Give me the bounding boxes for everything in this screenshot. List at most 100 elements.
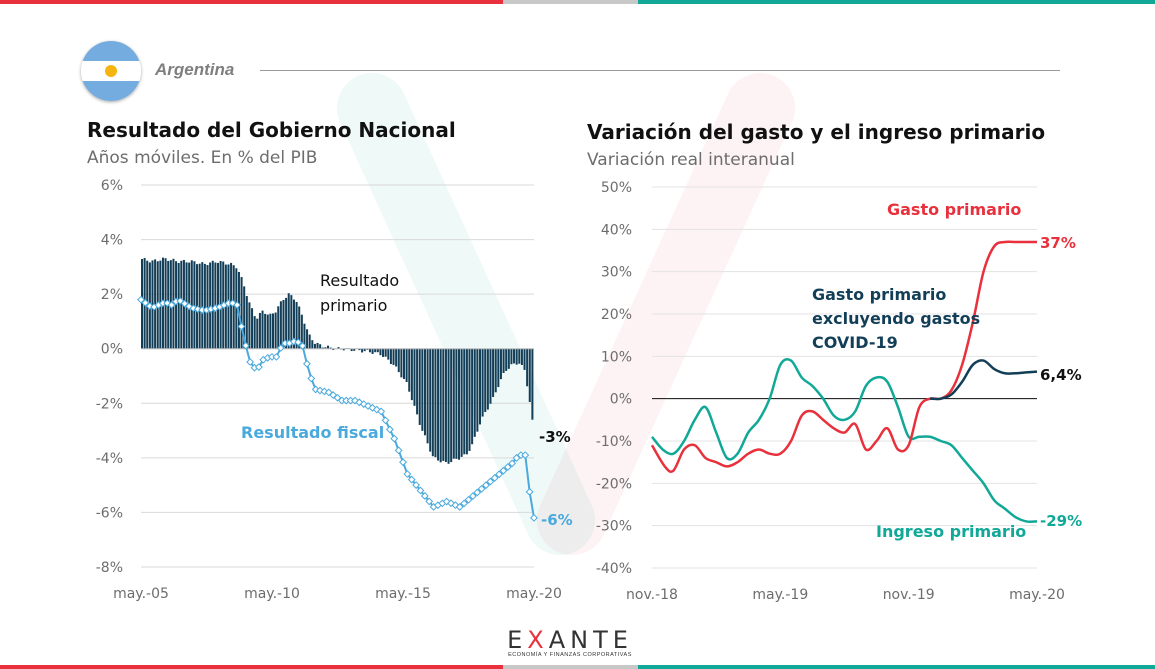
bar-primario bbox=[400, 348, 403, 378]
y-tick-label: 20% bbox=[601, 307, 632, 323]
x-tick-label: may.-10 bbox=[244, 586, 300, 602]
bar-primario bbox=[258, 312, 261, 349]
bar-primario bbox=[342, 348, 345, 351]
bar-primario bbox=[361, 348, 364, 353]
bar-primario bbox=[507, 348, 510, 369]
bar-primario bbox=[481, 348, 484, 417]
marker-resultado-fiscal bbox=[399, 458, 407, 467]
bar-primario bbox=[492, 348, 495, 397]
bar-primario bbox=[313, 343, 316, 349]
series-label-gasto-primario: Gasto primario bbox=[887, 200, 1021, 219]
bar-primario bbox=[329, 347, 332, 349]
y-tick-label: -4% bbox=[96, 451, 123, 467]
y-tick-label: 50% bbox=[601, 180, 632, 196]
bar-primario bbox=[518, 348, 521, 364]
series-label-primario-line-2: primario bbox=[320, 296, 387, 315]
x-tick-label: may.-05 bbox=[113, 586, 169, 602]
bar-primario bbox=[426, 348, 429, 444]
series-label-ingreso-primario: Ingreso primario bbox=[876, 522, 1026, 541]
bar-primario bbox=[465, 348, 468, 455]
bar-primario bbox=[251, 308, 254, 349]
bar-primario bbox=[455, 348, 458, 459]
marker-resultado-fiscal bbox=[412, 481, 421, 489]
bar-primario bbox=[274, 312, 277, 349]
marker-resultado-fiscal bbox=[512, 454, 521, 462]
y-tick-label: 30% bbox=[601, 265, 632, 281]
marker-resultado-fiscal bbox=[525, 487, 534, 496]
bar-primario bbox=[486, 348, 489, 410]
bar-primario bbox=[327, 345, 330, 349]
bar-primario bbox=[437, 348, 440, 461]
bar-primario bbox=[277, 306, 280, 349]
marker-resultado-fiscal bbox=[416, 486, 425, 495]
top-color-bar bbox=[0, 0, 1155, 4]
marker-resultado-fiscal bbox=[468, 492, 477, 501]
bar-primario bbox=[211, 260, 214, 349]
bar-primario bbox=[337, 347, 340, 349]
bar-primario bbox=[376, 348, 379, 353]
bar-primario bbox=[382, 348, 385, 357]
bar-primario bbox=[180, 260, 183, 349]
y-tick-label: -6% bbox=[96, 505, 123, 521]
bar-primario bbox=[505, 348, 508, 371]
line-ingreso-primario bbox=[651, 358, 1038, 523]
end-label-fiscal: -6% bbox=[541, 511, 573, 529]
bar-primario bbox=[421, 348, 424, 431]
top-bar-teal bbox=[638, 0, 1155, 4]
y-tick-label: 6% bbox=[101, 178, 123, 194]
bar-primario bbox=[290, 295, 293, 349]
bar-primario bbox=[308, 334, 311, 349]
bar-primario bbox=[379, 348, 382, 356]
logo-name: EXANTE bbox=[507, 626, 633, 654]
marker-resultado-fiscal bbox=[145, 302, 154, 311]
line-gasto-excl-covid bbox=[930, 359, 1038, 401]
line-gasto-primario bbox=[650, 240, 1037, 474]
y-tick-label: -10% bbox=[596, 434, 632, 450]
y-tick-label: 0% bbox=[610, 392, 632, 408]
bar-primario bbox=[408, 348, 411, 392]
marker-resultado-fiscal bbox=[167, 301, 176, 309]
bar-primario bbox=[531, 348, 534, 420]
bar-primario bbox=[350, 348, 353, 352]
bar-primario bbox=[201, 262, 204, 349]
marker-resultado-fiscal bbox=[390, 434, 399, 443]
marker-resultado-fiscal bbox=[490, 474, 499, 482]
right-chart-subtitle: Variación real interanual bbox=[587, 150, 795, 170]
bar-primario bbox=[387, 348, 390, 360]
end-label-primario: -3% bbox=[539, 428, 571, 446]
bottom-bar-red bbox=[0, 665, 503, 669]
bar-primario bbox=[489, 348, 492, 404]
bar-primario bbox=[429, 348, 432, 452]
bottom-color-bar bbox=[0, 665, 1155, 669]
bar-primario bbox=[235, 268, 238, 349]
x-tick-label: may.-20 bbox=[506, 586, 562, 602]
logo-tagline: ECONOMÍA Y FINANZAS CORPORATIVAS bbox=[508, 652, 632, 658]
bar-primario bbox=[403, 348, 406, 380]
marker-resultado-fiscal bbox=[530, 513, 538, 522]
bar-primario bbox=[363, 348, 366, 352]
marker-resultado-fiscal bbox=[499, 466, 508, 475]
bar-primario bbox=[434, 348, 437, 458]
top-bar-gray bbox=[503, 0, 638, 4]
y-tick-label: -20% bbox=[596, 476, 632, 492]
marker-resultado-fiscal bbox=[495, 470, 503, 479]
bar-primario bbox=[298, 306, 301, 349]
series-label-fiscal: Resultado fiscal bbox=[241, 423, 384, 442]
marker-resultado-fiscal bbox=[276, 344, 285, 352]
marker-resultado-fiscal bbox=[193, 305, 202, 314]
bar-primario bbox=[306, 329, 309, 349]
marker-resultado-fiscal bbox=[233, 301, 241, 309]
right-chart-title: Variación del gasto y el ingreso primari… bbox=[587, 120, 1046, 144]
y-tick-label: -40% bbox=[596, 561, 632, 577]
bar-primario bbox=[177, 262, 180, 349]
bar-primario bbox=[319, 344, 322, 349]
marker-resultado-fiscal bbox=[254, 363, 263, 371]
y-tick-label: 4% bbox=[101, 233, 123, 249]
y-tick-label: -2% bbox=[96, 396, 123, 412]
marker-resultado-fiscal bbox=[407, 475, 416, 484]
bar-primario bbox=[513, 348, 516, 364]
bar-primario bbox=[431, 348, 434, 457]
bar-primario bbox=[248, 302, 251, 349]
bar-primario bbox=[395, 348, 398, 367]
bottom-bar-gray bbox=[503, 665, 638, 669]
